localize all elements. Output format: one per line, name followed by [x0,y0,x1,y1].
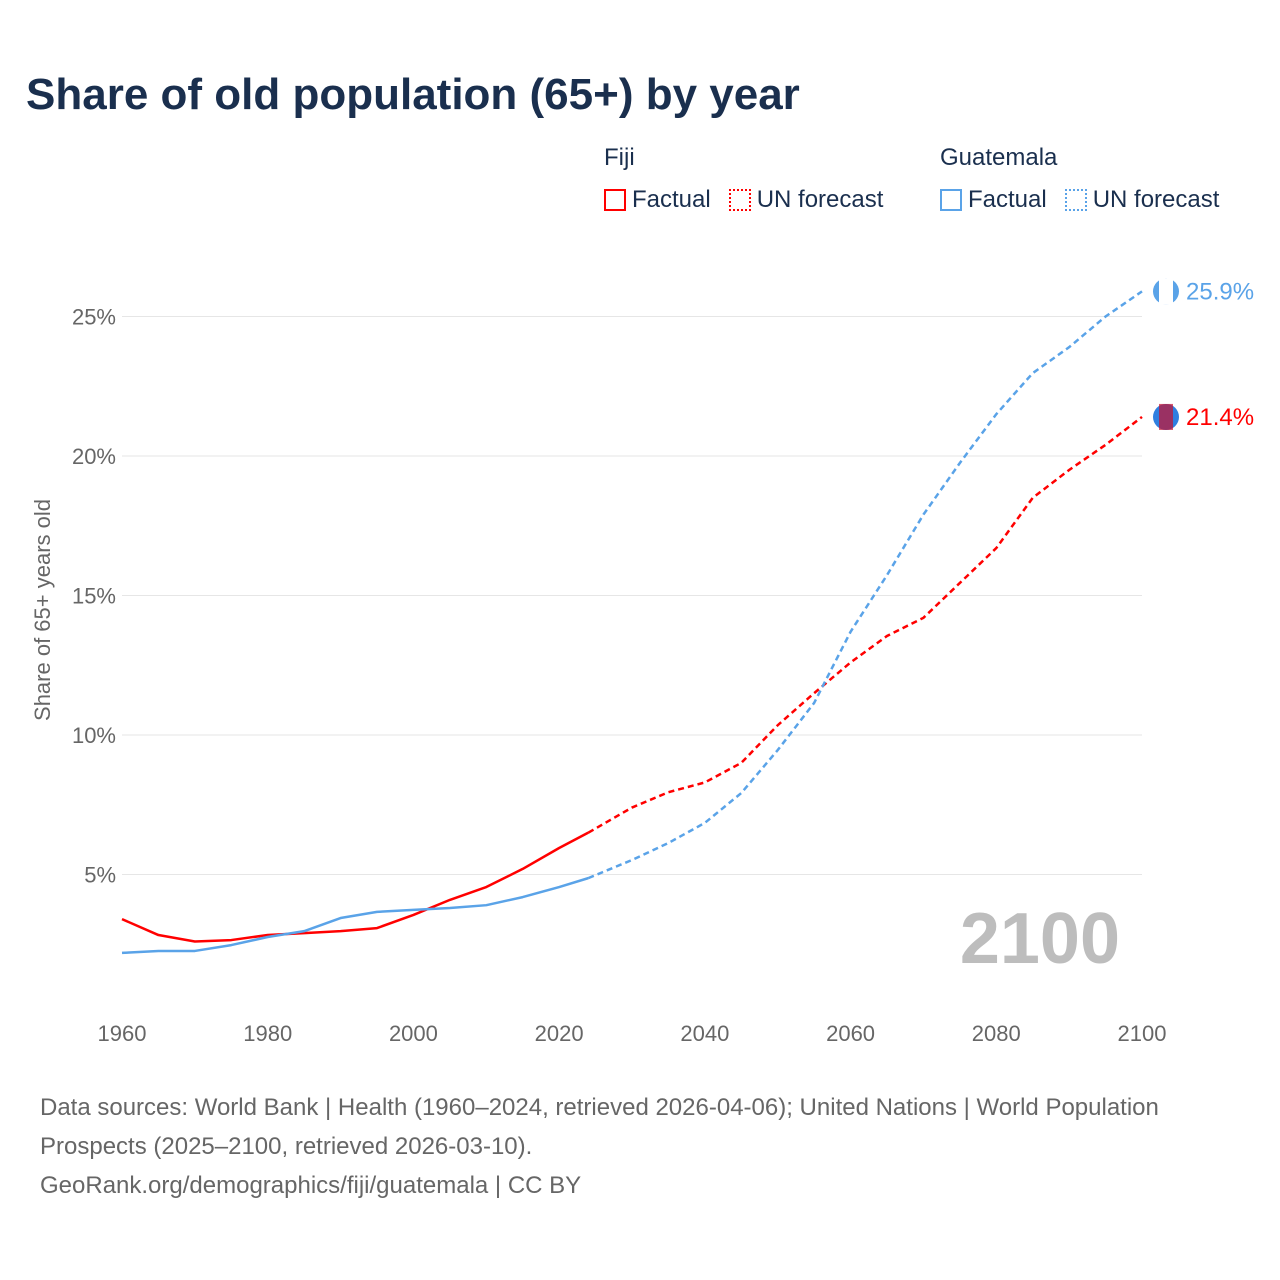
source-text: Data sources: World Bank | Health (1960–… [40,1094,1159,1160]
legend-item-guatemala-factual[interactable]: Factual [940,186,1047,214]
dotted-swatch-icon [728,189,751,211]
y-tick-label: 10% [72,723,116,748]
end-value-label: 25.9% [1186,278,1254,305]
source-link[interactable]: GeoRank.org/demographics/fiji/guatemala … [40,1172,582,1199]
series-line-fiji-forecast [587,415,1143,834]
x-tick-label: 2080 [972,1021,1021,1046]
legend-label: Factual [968,186,1047,213]
x-tick-label: 1960 [98,1021,147,1046]
legend-item-guatemala-forecast[interactable]: UN forecast [1064,186,1220,214]
series-line-guatemala-factual [121,876,589,955]
end-value-label: 21.4% [1186,404,1254,431]
legend-item-fiji-factual[interactable]: Factual [604,186,711,214]
x-tick-label: 2020 [535,1021,584,1046]
legend-country: Guatemala [940,144,1058,171]
solid-swatch-icon [604,189,626,211]
y-tick-label: 20% [72,444,116,469]
year-watermark: 2100 [960,899,1120,979]
solid-swatch-icon [940,189,962,211]
sources: Data sources: World Bank | Health (1960–… [40,1088,1220,1205]
series-line-guatemala-forecast [587,290,1143,880]
y-tick-label: 5% [84,863,116,888]
x-tick-label: 2040 [680,1021,729,1046]
x-tick-label: 2100 [1118,1021,1167,1046]
x-tick-label: 1980 [243,1021,292,1046]
legend-label: UN forecast [1092,186,1220,213]
legend-country: Fiji [604,144,635,171]
y-axis-label: Share of 65+ years old [30,499,55,721]
x-tick-label: 2060 [826,1021,875,1046]
x-tick-label: 2000 [389,1021,438,1046]
legend-group-guatemala: Guatemala Factual UN forecast [940,144,1219,213]
y-tick-label: 25% [72,305,116,330]
flag-detail-icon [1159,278,1173,305]
chart-title: Share of old population (65+) by year [26,70,800,119]
line-chart: 5% 10% 15% 20% 25% 1960 1980 2000 2020 2040 2060 20… [30,278,1254,1046]
flag-detail-icon [1159,403,1173,430]
series-line-fiji-factual [121,831,589,943]
y-tick-label: 15% [72,584,116,609]
legend-label: UN forecast [756,186,884,213]
legend-group-fiji: Fiji Factual UN forecast [604,144,883,213]
legend-label: Factual [632,186,711,213]
dotted-swatch-icon [1064,189,1087,211]
legend-item-fiji-forecast[interactable]: UN forecast [728,186,884,214]
